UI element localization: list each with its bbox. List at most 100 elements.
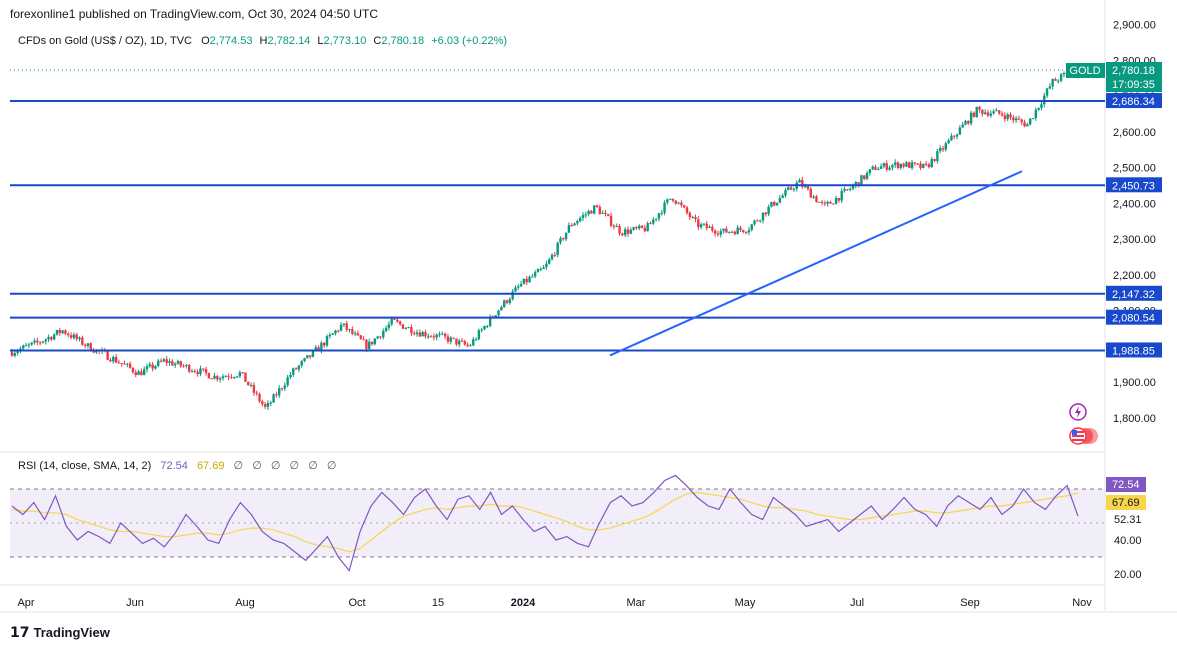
horizontal-levels[interactable]: [10, 100, 1105, 352]
candle-body: [671, 198, 675, 201]
time-axis[interactable]: Apr Jun Aug Oct 15 2024 Mar May Jul Sep Nov: [17, 597, 1092, 609]
candle-body: [567, 225, 571, 233]
candle-body: [528, 276, 531, 283]
candle-body: [584, 214, 587, 216]
candle-body: [685, 207, 689, 213]
level-tag-bg: [1106, 93, 1162, 109]
candle-body: [753, 220, 756, 225]
candle-body: [325, 336, 329, 346]
rsi-sma-line: [11, 491, 1079, 553]
candle-body: [64, 330, 67, 334]
candle-body: [176, 361, 180, 364]
candle-body: [548, 259, 551, 264]
candle-body: [303, 358, 306, 362]
candle-body: [221, 376, 225, 379]
candle-body: [255, 392, 258, 394]
candle-body: [89, 343, 92, 352]
lightning-icon[interactable]: [1069, 403, 1087, 421]
candle-body: [230, 377, 233, 379]
price-tick-label: 1,800.00: [1113, 413, 1156, 425]
candle-body: [562, 238, 565, 240]
symbol-name[interactable]: CFDs on Gold (US$ / OZ), 1D, TVC: [18, 35, 193, 47]
candle-body: [517, 286, 520, 288]
candle-body: [511, 291, 514, 300]
time-tick-label: 15: [432, 597, 444, 609]
candle-body: [775, 202, 779, 206]
candle-body: [601, 212, 604, 214]
us-flag-icon[interactable]: [1069, 427, 1098, 445]
tradingview-logo[interactable]: 𝟭𝟳 TradingView: [10, 624, 110, 641]
candle-body: [275, 394, 278, 396]
candle-body: [258, 393, 261, 402]
candle-body: [573, 223, 576, 226]
candle-body: [789, 187, 793, 190]
candle-body: [365, 339, 368, 350]
candle-body: [320, 342, 323, 352]
level-price-tags: 2,686.34 2,450.73 2,147.32 2,080.54 1,988.85: [1106, 93, 1162, 358]
candle-body: [213, 375, 216, 379]
candle-body: [379, 336, 382, 338]
candle-body: [331, 333, 334, 335]
candle-body: [36, 340, 39, 343]
candle-body: [663, 202, 666, 213]
candle-body: [396, 319, 399, 322]
candle-body: [660, 212, 663, 214]
trendline[interactable]: [609, 170, 1023, 357]
rsi-line: [11, 474, 1079, 572]
candle-body: [1045, 88, 1049, 96]
close-label: C: [373, 35, 382, 47]
time-tick-label: Sep: [960, 597, 980, 609]
close-value: 2,780.18: [381, 35, 425, 47]
rsi-title[interactable]: RSI (14, close, SMA, 14, 2): [18, 460, 152, 472]
candle-body: [500, 306, 503, 311]
candle-body: [120, 363, 123, 365]
candle-body: [590, 210, 593, 214]
rsi-tags: 72.54 67.69: [1106, 477, 1146, 510]
candle-body: [972, 112, 976, 117]
candle-body: [593, 205, 596, 214]
candle-body: [306, 355, 309, 359]
candle-body: [815, 196, 818, 203]
candle-body: [27, 344, 31, 346]
candle-body: [742, 229, 745, 233]
time-tick-label: Apr: [17, 597, 34, 609]
candle-body: [983, 112, 987, 114]
null-symbol: ∅: [326, 460, 337, 472]
candle-body: [148, 364, 152, 367]
null-symbol: ∅: [252, 460, 262, 472]
candle-body: [424, 332, 427, 337]
candle-body: [266, 403, 270, 407]
candle-body: [522, 278, 526, 285]
candle-body: [199, 368, 202, 375]
candle-body: [778, 197, 782, 203]
candle-body: [818, 201, 821, 203]
candle-body: [435, 334, 438, 338]
candle-body: [863, 175, 866, 179]
candle-body: [286, 377, 289, 386]
candle-body: [362, 339, 365, 341]
candle-body: [171, 361, 174, 366]
candle-body: [891, 165, 894, 168]
candle-body: [142, 369, 146, 376]
level-tag-bg: [1106, 309, 1162, 325]
candle-body: [1034, 109, 1038, 119]
candle-body: [609, 215, 613, 226]
candle-body: [607, 214, 610, 216]
candle-body: [339, 324, 343, 331]
candle-body: [61, 330, 64, 334]
candle-body: [829, 201, 832, 204]
candle-body: [626, 229, 630, 234]
candle-body: [953, 135, 956, 137]
candle-body: [654, 218, 658, 220]
candle-body: [877, 168, 880, 170]
candle-body: [13, 353, 17, 356]
candlestick-series: [10, 64, 1080, 410]
candle-body: [348, 329, 351, 331]
candle-body: [278, 388, 281, 396]
time-tick-label: Oct: [348, 597, 365, 609]
open-label: O: [201, 35, 210, 47]
null-symbol: ∅: [308, 460, 318, 472]
candle-body: [427, 336, 430, 338]
candle-body: [545, 263, 548, 268]
